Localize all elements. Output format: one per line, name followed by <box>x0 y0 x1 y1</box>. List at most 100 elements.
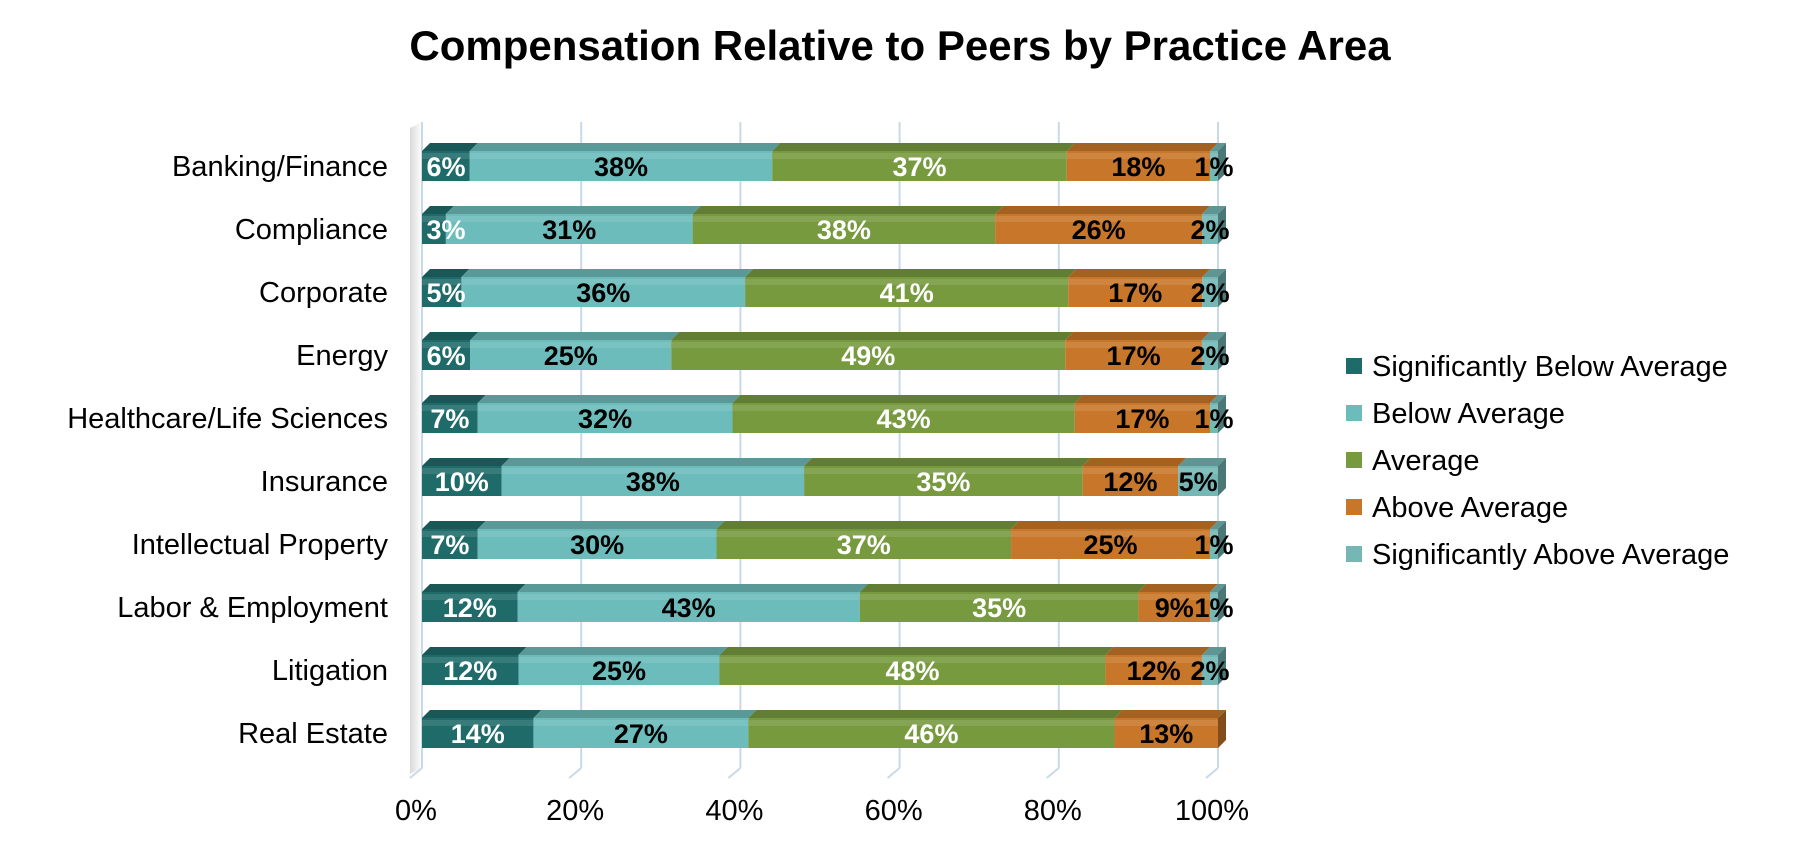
data-label: 36% <box>576 278 630 308</box>
data-label: 32% <box>578 404 632 434</box>
bar-segment-top <box>719 647 1114 655</box>
bar-segment-highlight <box>422 468 502 474</box>
data-label: 5% <box>426 278 465 308</box>
bar-segment-highlight <box>1114 720 1218 726</box>
data-label: 12% <box>443 593 497 623</box>
data-label: 2% <box>1190 656 1229 686</box>
bar-end-face <box>1218 332 1226 370</box>
data-label: 18% <box>1111 152 1165 182</box>
x-tick-label: 80% <box>1024 795 1082 827</box>
data-label: 31% <box>542 215 596 245</box>
bar-segment-top <box>1210 395 1226 403</box>
bar-segment-top <box>732 395 1083 403</box>
data-label: 1% <box>1195 593 1234 623</box>
legend: Significantly Below Average Below Average… <box>1346 351 1729 571</box>
bar-segment-highlight <box>422 531 478 537</box>
data-label: 43% <box>877 404 931 434</box>
legend-label: Significantly Above Average <box>1372 539 1729 571</box>
bar-segment-top <box>501 458 813 466</box>
legend-swatch <box>1346 452 1362 468</box>
data-label: 35% <box>916 467 970 497</box>
chart-side-wall <box>410 122 422 774</box>
data-label: 6% <box>426 152 465 182</box>
data-label: 1% <box>1195 530 1234 560</box>
bar-end-face <box>1218 458 1226 496</box>
bar-segment-highlight <box>461 279 746 285</box>
bar-segment-top <box>518 647 728 655</box>
bar-segment-top <box>470 332 680 340</box>
bar-segment-top <box>859 584 1147 592</box>
category-label: Energy <box>296 340 388 372</box>
bar-segment-top <box>445 206 701 214</box>
data-label: 41% <box>880 278 934 308</box>
data-label: 6% <box>427 341 466 371</box>
bar-segment <box>1210 403 1218 433</box>
bar-segment-top <box>772 143 1075 151</box>
data-label: 2% <box>1191 278 1230 308</box>
bar-segment-highlight <box>470 342 672 348</box>
data-label: 49% <box>841 341 895 371</box>
data-label: 12% <box>1127 656 1181 686</box>
legend-label: Average <box>1372 445 1480 477</box>
bar-segment-highlight <box>422 405 478 411</box>
bar-segment-top <box>995 206 1211 214</box>
data-label: 1% <box>1195 404 1234 434</box>
bar-segment-top <box>1201 332 1226 340</box>
bar-segment-top <box>461 269 754 277</box>
category-label: Compliance <box>235 214 388 246</box>
bar-end-face <box>1218 710 1226 748</box>
category-label: Real Estate <box>238 718 388 750</box>
data-label: 3% <box>426 215 465 245</box>
bar-segment-top <box>517 584 868 592</box>
category-label: Intellectual Property <box>132 529 389 561</box>
bar-segment-top <box>422 521 486 529</box>
data-label: 1% <box>1195 152 1234 182</box>
bar-end-face <box>1218 395 1226 433</box>
bar-segment-highlight <box>422 720 534 726</box>
bar-segment-top <box>804 458 1091 466</box>
bar-segment-top <box>1210 584 1226 592</box>
data-label: 7% <box>430 404 469 434</box>
bars: 6% 38% 37% 18% 1% 3% 31% 38% 26% 2% 5% 36% 41% 17% 2% 6… <box>422 143 1234 749</box>
data-label: 17% <box>1108 278 1162 308</box>
bar-segment-highlight <box>533 720 749 726</box>
bar-segment-top <box>422 458 510 466</box>
bar-segment-top <box>745 269 1077 277</box>
data-label: 30% <box>570 530 624 560</box>
bar-segment-top <box>422 647 527 655</box>
category-labels: Banking/Finance Compliance Corporate Energy… <box>67 151 388 750</box>
bar-segment-highlight <box>1210 594 1218 600</box>
data-label: 9% <box>1155 593 1194 623</box>
bar-segment <box>1210 592 1218 622</box>
bar-segment-highlight <box>1065 342 1202 348</box>
bar-segment-top <box>1138 584 1219 592</box>
data-label: 37% <box>837 530 891 560</box>
bar-segment-highlight <box>501 468 805 474</box>
bar-segment-top <box>1114 710 1226 718</box>
bar-segment-highlight <box>748 720 1115 726</box>
bar-segment-top <box>1202 206 1226 214</box>
bar-segment-highlight <box>859 594 1139 600</box>
data-label: 46% <box>904 719 958 749</box>
bar-segment-top <box>1074 395 1219 403</box>
bar-segment-highlight <box>1201 342 1218 348</box>
data-label: 10% <box>435 467 489 497</box>
bar-segment-top <box>1082 458 1187 466</box>
legend-swatch <box>1346 405 1362 421</box>
x-tick-label: 100% <box>1175 795 1249 827</box>
bar-segment <box>1210 151 1218 181</box>
data-label: 2% <box>1190 341 1229 371</box>
bar-segment-highlight <box>1202 279 1218 285</box>
data-label: 7% <box>430 530 469 560</box>
bar-segment-highlight <box>422 594 518 600</box>
bar-end-face <box>1218 269 1226 307</box>
bar-segment-top <box>477 395 741 403</box>
data-label: 2% <box>1191 215 1230 245</box>
gridline-floor <box>886 767 901 779</box>
gridline-floor <box>1205 767 1219 779</box>
data-label: 13% <box>1139 719 1193 749</box>
bar-segment-top <box>533 710 757 718</box>
bar-end-face <box>1218 521 1226 559</box>
legend-label: Below Average <box>1372 398 1565 430</box>
